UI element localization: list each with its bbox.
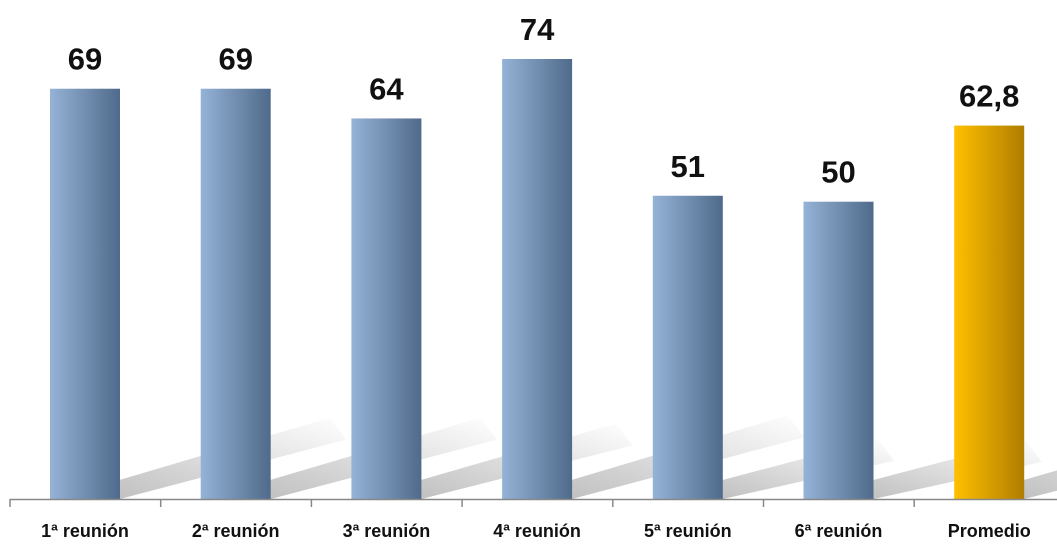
data-label: 62,8 (959, 79, 1019, 114)
data-label: 50 (821, 155, 855, 190)
bar-2 (200, 88, 271, 499)
data-label: 74 (520, 12, 555, 47)
x-tick-label: 4ª reunión (493, 521, 581, 541)
x-tick-label: 3ª reunión (343, 521, 431, 541)
x-tick-label: 1ª reunión (41, 521, 129, 541)
x-tick-labels: 1ª reunión 2ª reunión 3ª reunión 4ª reunión… (41, 521, 1031, 541)
x-tick-label: 5ª reunión (644, 521, 732, 541)
x-axis (9, 498, 1057, 507)
bar-6 (803, 201, 874, 499)
bar-4 (502, 59, 573, 499)
bar-5 (652, 195, 723, 499)
data-label: 51 (671, 149, 705, 184)
data-label: 69 (68, 42, 102, 77)
data-labels: 69 69 64 74 51 50 62,8 (68, 12, 1020, 190)
bars (50, 59, 1025, 499)
bar-shadow (1020, 470, 1057, 499)
data-label: 64 (369, 71, 404, 106)
bar-1 (50, 88, 120, 499)
bar-promedio (954, 125, 1025, 499)
bar-3 (351, 118, 422, 499)
data-label: 69 (218, 42, 252, 77)
x-tick-label: 6ª reunión (795, 521, 883, 541)
x-tick-label: Promedio (948, 521, 1031, 541)
x-tick-label: 2ª reunión (192, 521, 280, 541)
